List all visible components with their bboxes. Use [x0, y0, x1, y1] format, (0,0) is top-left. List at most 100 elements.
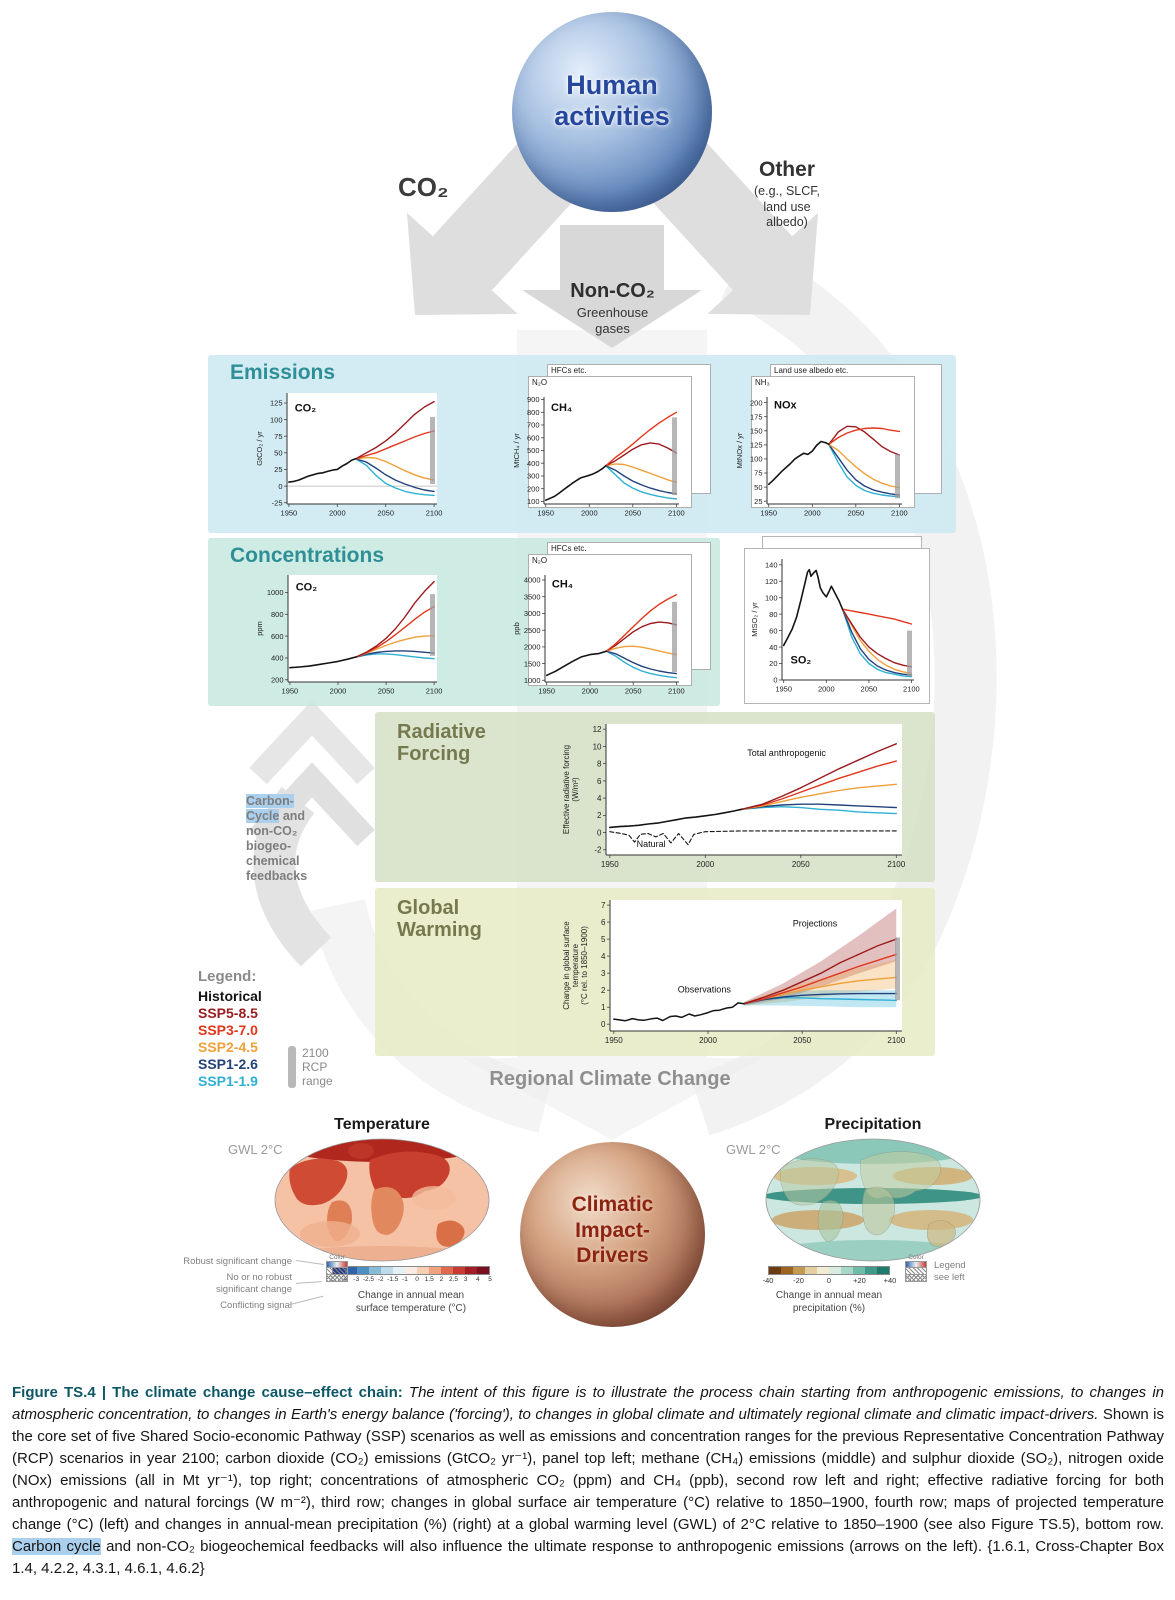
svg-text:4: 4 [597, 794, 602, 803]
rcp-range-text-line: range [302, 1074, 333, 1089]
precipitation-map-legend-note: Legend see left [934, 1260, 1004, 1284]
no-robust-note-line1: No or no robust [226, 1271, 292, 1283]
colorbar-segment [345, 1267, 357, 1274]
legend-items: Historical SSP5-8.5 SSP3-7.0 SSP2-4.5 SSP1-2… [198, 988, 262, 1090]
svg-text:CO₂: CO₂ [296, 581, 318, 593]
nh3-inset-label: NH₃ [755, 378, 770, 387]
map-legend-color-box-right: Color [905, 1254, 927, 1282]
svg-text:0: 0 [597, 829, 602, 838]
human-activities-line1: Human [566, 70, 658, 100]
nox-emissions-chart: 25 50 75 100 125 150 175 200 1950 2000 2050 2100 NOx… [735, 392, 910, 520]
svg-text:1950: 1950 [605, 1036, 623, 1045]
rcp-range-legend: 2100 RCP range [288, 1046, 333, 1088]
svg-text:CH₄: CH₄ [551, 402, 572, 414]
svg-text:2100: 2100 [887, 1036, 905, 1045]
svg-text:2100: 2100 [891, 509, 908, 518]
figure-caption-intro: The intent of this figure is to illustra… [12, 1384, 1164, 1424]
svg-text:1950: 1950 [538, 687, 555, 696]
svg-text:1000: 1000 [524, 676, 541, 685]
svg-text:MtCH₄ / yr: MtCH₄ / yr [512, 433, 521, 468]
svg-text:600: 600 [527, 434, 540, 443]
colorbar-tick: 5 [488, 1276, 492, 1283]
climatic-impact-drivers-label: Climatic Impact- Drivers [520, 1192, 705, 1269]
radiative-title-line1: Radiative [397, 721, 486, 743]
svg-text:MtNOx / yr: MtNOx / yr [735, 432, 744, 468]
hatch-strip-icon [326, 1268, 348, 1275]
rcp-range-text: 2100 RCP range [302, 1046, 333, 1088]
svg-text:100: 100 [750, 455, 763, 464]
colorbar-segment [793, 1267, 805, 1274]
colorbar-segment [477, 1267, 489, 1274]
svg-text:100: 100 [270, 415, 283, 424]
crosshatch-strip-icon [326, 1275, 348, 1282]
see-left-line1: Legend [934, 1260, 966, 1271]
svg-text:Projections: Projections [793, 918, 838, 928]
svg-text:6: 6 [601, 918, 606, 927]
svg-text:120: 120 [765, 577, 778, 586]
svg-text:3000: 3000 [524, 609, 541, 618]
gwl-label-temperature: GWL 2°C [228, 1142, 283, 1157]
emissions-title: Emissions [230, 361, 336, 384]
figure-caption-body: Shown is the core set of five Shared Soc… [12, 1406, 1164, 1534]
global-warming-title: Global Warming [397, 897, 482, 941]
regional-climate-change-title: Regional Climate Change [489, 1068, 731, 1090]
svg-text:2050: 2050 [625, 687, 642, 696]
svg-text:Change in global surface: Change in global surface [562, 921, 571, 1010]
figure-caption-label: Figure TS.4 | The climate change cause–e… [12, 1384, 409, 1401]
colorbar-tick: -40 [762, 1276, 774, 1285]
colorbar-segment [829, 1267, 841, 1274]
nonco2-arrow [522, 225, 702, 348]
svg-text:25: 25 [754, 497, 762, 506]
svg-text:-2: -2 [594, 846, 602, 855]
colorbar-segment [841, 1267, 853, 1274]
colorbar-segment [853, 1267, 865, 1274]
svg-text:0: 0 [601, 1020, 606, 1029]
human-activities-globe: Human activities [512, 12, 712, 212]
color-strip-icon-right [905, 1261, 927, 1268]
colorbar-segment [817, 1267, 829, 1274]
svg-text:800: 800 [271, 610, 284, 619]
other-label: Other [758, 158, 815, 181]
svg-text:2000: 2000 [699, 1036, 717, 1045]
map-legend-color-box-left: Color [326, 1254, 348, 1282]
legend-item-historical: Historical [198, 988, 262, 1004]
svg-text:2050: 2050 [378, 687, 395, 696]
svg-text:MtSO₂ / yr: MtSO₂ / yr [750, 602, 759, 637]
svg-text:7: 7 [601, 901, 606, 910]
svg-text:6: 6 [597, 777, 602, 786]
colorbar-tick: 3 [463, 1276, 468, 1283]
svg-text:1000: 1000 [267, 588, 284, 597]
radiative-forcing-chart: -2 0 2 4 6 8 10 12 1950 2000 2050 2100 Total anthrop… [562, 718, 910, 872]
svg-text:(°C rel. to 1850–1900): (°C rel. to 1850–1900) [580, 926, 589, 1005]
colorbar-segment [465, 1267, 477, 1274]
svg-text:800: 800 [527, 408, 540, 417]
non-co2-label: Non-CO₂ [570, 280, 655, 302]
svg-text:1500: 1500 [524, 659, 541, 668]
svg-text:ppb: ppb [512, 622, 521, 635]
feedback-note-rest: and non-CO₂ biogeo-chemical feedbacks [246, 809, 308, 883]
colorbar-tick: -2 [377, 1276, 384, 1283]
svg-text:175: 175 [750, 412, 763, 421]
svg-text:1950: 1950 [281, 509, 298, 518]
svg-text:2000: 2000 [329, 509, 346, 518]
svg-text:2050: 2050 [793, 1036, 811, 1045]
radiative-forcing-title: Radiative Forcing [397, 721, 486, 765]
colorbar-tick: -1 [402, 1276, 408, 1283]
svg-text:ppm: ppm [255, 621, 264, 636]
colorbar-tick: 2 [439, 1276, 444, 1283]
color-box-label-left: Color [329, 1254, 345, 1261]
colorbar-segment [865, 1267, 877, 1274]
n2o-inset-label: N₂O [532, 378, 548, 387]
colorbar-tick: -1.5 [387, 1276, 399, 1283]
svg-text:Effective radiative forcing: Effective radiative forcing [562, 745, 571, 834]
ch4-concentration-chart: 1000 1500 2000 2500 3000 3500 4000 1950 2000 2050… [512, 570, 687, 698]
svg-text:NOx: NOx [774, 399, 798, 411]
svg-text:CO₂: CO₂ [295, 403, 317, 415]
svg-text:2100: 2100 [668, 687, 685, 696]
svg-text:500: 500 [527, 446, 540, 455]
svg-text:Observations: Observations [678, 985, 732, 995]
figure-caption-tail: and non-CO₂ biogeochemical feedbacks wil… [12, 1538, 1164, 1578]
conflicting-signal-note: Conflicting signal [220, 1299, 292, 1311]
colorbar-tick: +20 [853, 1276, 866, 1285]
svg-text:200: 200 [271, 676, 284, 685]
